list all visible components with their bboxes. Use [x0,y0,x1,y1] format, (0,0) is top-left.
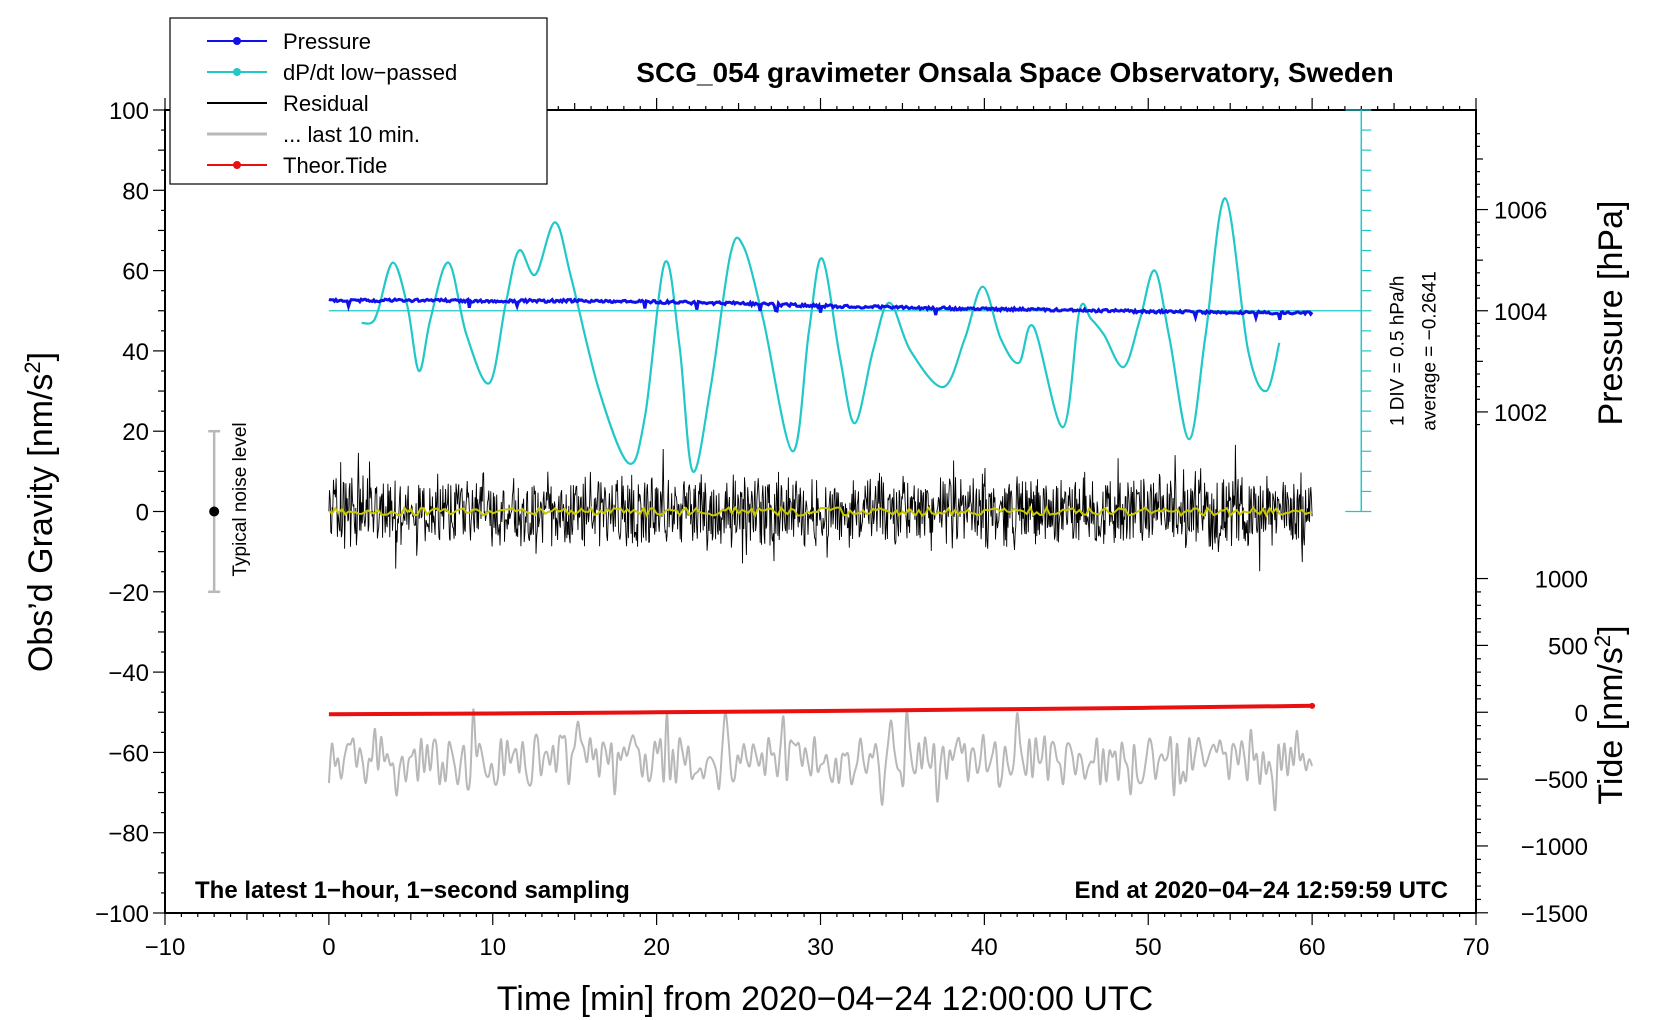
legend-label: Pressure [283,29,371,54]
pressure-tick-label: 1006 [1494,198,1547,225]
tide-axis-label-close: ] [1592,625,1630,634]
tide-tick-label: 0 [1575,700,1588,727]
legend: Pressure dP/dt low−passed Residual ... last… [169,17,548,185]
y-tick-label: −100 [95,901,149,928]
y-axis-label-main: Obs’d Gravity [nm/s [22,374,60,673]
tide-tick-label: −500 [1534,767,1588,794]
x-tick-label: 40 [971,934,998,961]
tide-axis-label-sup: 2 [1590,635,1615,647]
residual-smoothed-line [328,505,1313,518]
y-tick-label: −40 [108,660,149,687]
x-tick-label: 70 [1463,934,1490,961]
y-axis-label: Obs’d Gravity [nm/s2] [20,352,61,672]
dpdt-scale: 1 DIV = 0.5 hPa/h average = −0.2641 [1345,109,1440,513]
tide-tick-label: 500 [1548,633,1588,660]
y-axis-label-close: ] [22,352,60,361]
series-layer [327,197,1362,812]
noise-bar-label: Typical noise level [230,422,251,576]
y-tick-label: −60 [108,740,149,767]
tide-tick-label: −1000 [1521,834,1588,861]
legend-label: Residual [283,91,369,116]
noise-bar-point [209,506,220,517]
tide-line [328,703,1313,717]
legend-label: Theor.Tide [283,153,387,178]
y-tick-label: −20 [108,580,149,607]
y-tick-label: 20 [122,419,149,446]
y-tick-label: 80 [122,178,149,205]
legend-marker [233,37,241,45]
legend-entries: Pressure dP/dt low−passed Residual ... last… [207,29,457,178]
legend-label: dP/dt low−passed [283,60,457,85]
pressure-tick-label: 1002 [1494,400,1547,427]
chart-title: SCG_054 gravimeter Onsala Space Observat… [636,57,1393,88]
dpdt-scale-label: 1 DIV = 0.5 hPa/h [1387,276,1408,427]
tide-axis: 1000 500 0 −500 −1000 −1500 [1476,567,1588,928]
pressure-axis: 1006 1004 1002 [1476,133,1547,427]
dpdt-line [361,197,1281,473]
residual-line [328,444,1313,572]
legend-marker [233,161,241,169]
y-axis: 100 80 60 40 20 0 −20 −40 −60 −80 −100 [95,98,165,928]
y-tick-label: 60 [122,259,149,286]
x-tick-label: 0 [322,934,335,961]
note-right: End at 2020−04−24 12:59:59 UTC [1074,877,1448,904]
last-10-min-line [327,708,1314,812]
tide-tick-label: −1500 [1521,901,1588,928]
legend-box [169,17,548,185]
y-axis-label-sup: 2 [20,361,45,373]
x-axis: −10 0 10 20 30 40 50 60 70 [145,98,1490,961]
x-tick-label: 10 [479,934,506,961]
legend-label: ... last 10 min. [283,122,420,147]
x-axis-label: Time [min] from 2020−04−24 12:00:00 UTC [497,980,1153,1018]
note-left: The latest 1−hour, 1−second sampling [195,877,630,904]
pressure-axis-label: Pressure [hPa] [1592,201,1630,426]
y-tick-label: 40 [122,339,149,366]
pressure-tick-label: 1004 [1494,299,1547,326]
tide-end-point [1309,702,1316,709]
legend-marker [233,68,241,76]
dpdt-average-label: average = −0.2641 [1419,271,1440,431]
tide-tick-label: 1000 [1535,567,1588,594]
y-tick-label: 100 [109,98,149,125]
y-tick-label: 0 [136,500,149,527]
x-tick-label: 30 [807,934,834,961]
noise-bar: Typical noise level [208,422,251,594]
x-tick-label: 60 [1299,934,1326,961]
tide-axis-label: Tide [nm/s2] [1590,625,1631,804]
y-tick-label: −80 [108,821,149,848]
x-tick-label: 20 [643,934,670,961]
x-tick-label: 50 [1135,934,1162,961]
tide-axis-label-main: Tide [nm/s [1592,647,1630,804]
x-tick-label: −10 [145,934,186,961]
pressure-line [328,296,1314,324]
